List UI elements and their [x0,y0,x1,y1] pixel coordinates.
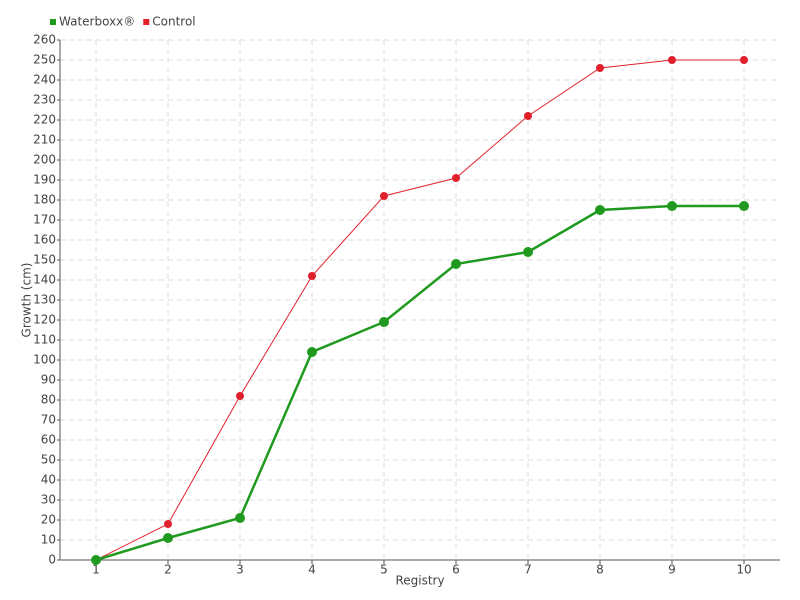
x-tick-label: 4 [308,563,316,577]
series-line [95,59,744,561]
x-tick-label: 6 [452,563,460,577]
data-point [596,64,604,72]
y-tick-label: 260 [33,33,56,47]
x-tick-label: 3 [236,563,244,577]
y-tick-label: 110 [33,333,56,347]
data-point [307,347,317,357]
y-tick-label: 200 [33,153,56,167]
series-line [95,204,744,562]
x-tick-label: 10 [736,563,751,577]
data-point [91,555,101,565]
y-tick-label: 240 [33,73,56,87]
legend-swatch [143,19,150,25]
data-point [308,272,316,280]
data-point [523,247,533,257]
y-tick-label: 60 [41,433,56,447]
y-tick-label: 50 [41,453,56,467]
data-point [163,533,173,543]
y-tick-label: 100 [33,353,56,367]
data-point [236,392,244,400]
x-tick-label: 2 [164,563,172,577]
y-tick-label: 220 [33,113,56,127]
data-point [235,513,245,523]
y-tick-label: 120 [33,313,56,327]
data-point [667,201,677,211]
x-tick-label: 9 [668,563,676,577]
y-axis-label: Growth (cm) [20,263,34,338]
y-tick-label: 70 [41,413,56,427]
y-tick-label: 80 [41,393,56,407]
legend-label: Waterboxx® [59,15,135,29]
y-tick-label: 10 [41,533,56,547]
y-tick-label: 150 [33,253,56,267]
data-point [524,112,532,120]
x-tick-label: 1 [92,563,100,577]
legend-label: Control [152,15,195,29]
y-tick-label: 130 [33,293,56,307]
data-point [452,174,460,182]
legend-swatch [50,19,56,25]
data-point [595,205,605,215]
data-point [451,259,461,269]
data-point [739,201,749,211]
x-tick-label: 7 [524,563,532,577]
x-axis-label: Registry [395,574,444,588]
y-tick-label: 90 [41,373,56,387]
y-tick-label: 40 [41,473,56,487]
y-tick-label: 190 [33,173,56,187]
y-tick-label: 140 [33,273,56,287]
y-tick-label: 160 [33,233,56,247]
y-tick-label: 20 [41,513,56,527]
data-point [740,56,748,64]
y-tick-label: 30 [41,493,56,507]
y-tick-label: 180 [33,193,56,207]
y-tick-label: 170 [33,213,56,227]
data-point [379,317,389,327]
y-tick-label: 0 [48,553,56,567]
y-tick-label: 210 [33,133,56,147]
data-point [668,56,676,64]
x-tick-label: 8 [596,563,604,577]
y-tick-label: 230 [33,93,56,107]
data-point [380,192,388,200]
x-tick-label: 5 [380,563,388,577]
y-tick-label: 250 [33,53,56,67]
data-point [164,520,172,528]
